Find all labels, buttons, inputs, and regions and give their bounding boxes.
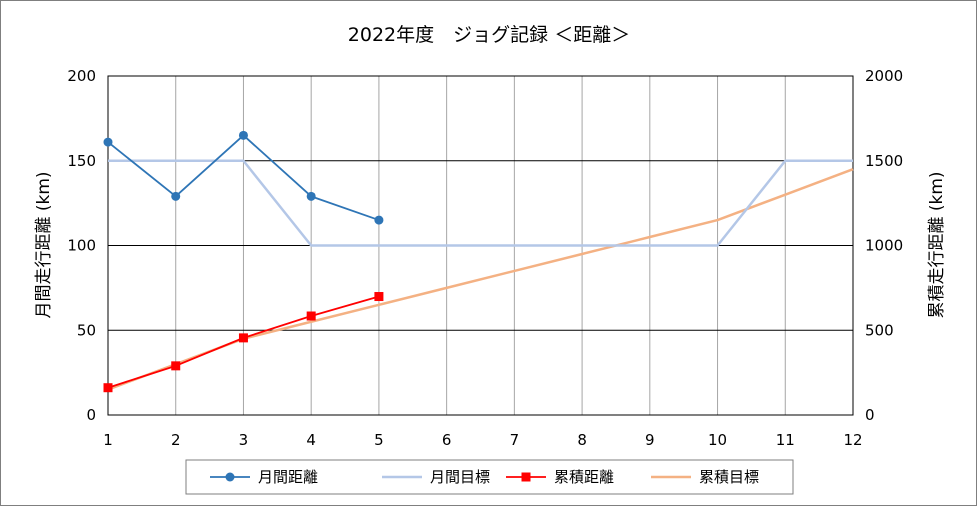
y2-axis-ticks: 0 500 1000 1500 2000	[865, 67, 903, 424]
series-line-2	[108, 159, 853, 247]
data-point	[238, 130, 248, 140]
legend-label: 月間目標	[430, 468, 490, 486]
y-tick-label: 150	[67, 152, 96, 170]
y2-tick-label: 1500	[865, 152, 903, 170]
legend-marker	[225, 472, 235, 482]
y2-axis-title: 累積走行距離 (km)	[927, 171, 947, 318]
y-tick-label: 0	[86, 406, 96, 424]
x-tick-label: 6	[442, 431, 452, 449]
series-line-4	[107, 168, 854, 391]
y-tick-label: 200	[67, 67, 96, 85]
x-tick-label: 4	[306, 431, 316, 449]
data-point	[171, 191, 181, 201]
x-tick-label: 9	[645, 431, 655, 449]
x-tick-label: 2	[171, 431, 181, 449]
legend: 月間距離 月間目標 累積距離 累積目標	[185, 459, 794, 495]
y-axis-title: 月間走行距離 (km)	[34, 171, 54, 318]
y2-tick-label: 0	[865, 406, 875, 424]
data-point	[238, 333, 248, 343]
data-point	[103, 383, 113, 393]
y-tick-label: 100	[67, 237, 96, 255]
series-layer	[103, 130, 854, 393]
x-tick-label: 11	[776, 431, 795, 449]
data-point	[103, 137, 113, 147]
x-tick-label: 3	[239, 431, 249, 449]
x-tick-label: 12	[843, 431, 862, 449]
legend-marker	[521, 472, 531, 482]
x-tick-label: 5	[374, 431, 384, 449]
plot-area-border	[107, 75, 854, 416]
x-tick-label: 7	[510, 431, 520, 449]
data-point	[374, 292, 384, 302]
x-tick-label: 1	[103, 431, 113, 449]
legend-label: 累積目標	[699, 468, 759, 486]
x-tick-label: 10	[708, 431, 727, 449]
y2-tick-label: 500	[865, 321, 894, 339]
data-point	[374, 215, 384, 225]
data-point	[171, 361, 181, 371]
legend-label: 月間距離	[258, 468, 318, 486]
x-tick-label: 8	[577, 431, 587, 449]
legend-box	[185, 459, 794, 495]
data-point	[306, 311, 316, 321]
legend-label: 累積距離	[554, 468, 614, 486]
x-axis-ticks: 1 2 3 4 5 6 7 8 9 10 11 12	[103, 431, 862, 449]
y-tick-label: 50	[77, 321, 96, 339]
y-axis-ticks: 0 50 100 150 200	[67, 67, 96, 424]
y2-tick-label: 1000	[865, 237, 903, 255]
y2-tick-label: 2000	[865, 67, 903, 85]
chart-title: 2022年度 ジョグ記録 ＜距離＞	[348, 24, 630, 46]
data-point	[306, 191, 316, 201]
